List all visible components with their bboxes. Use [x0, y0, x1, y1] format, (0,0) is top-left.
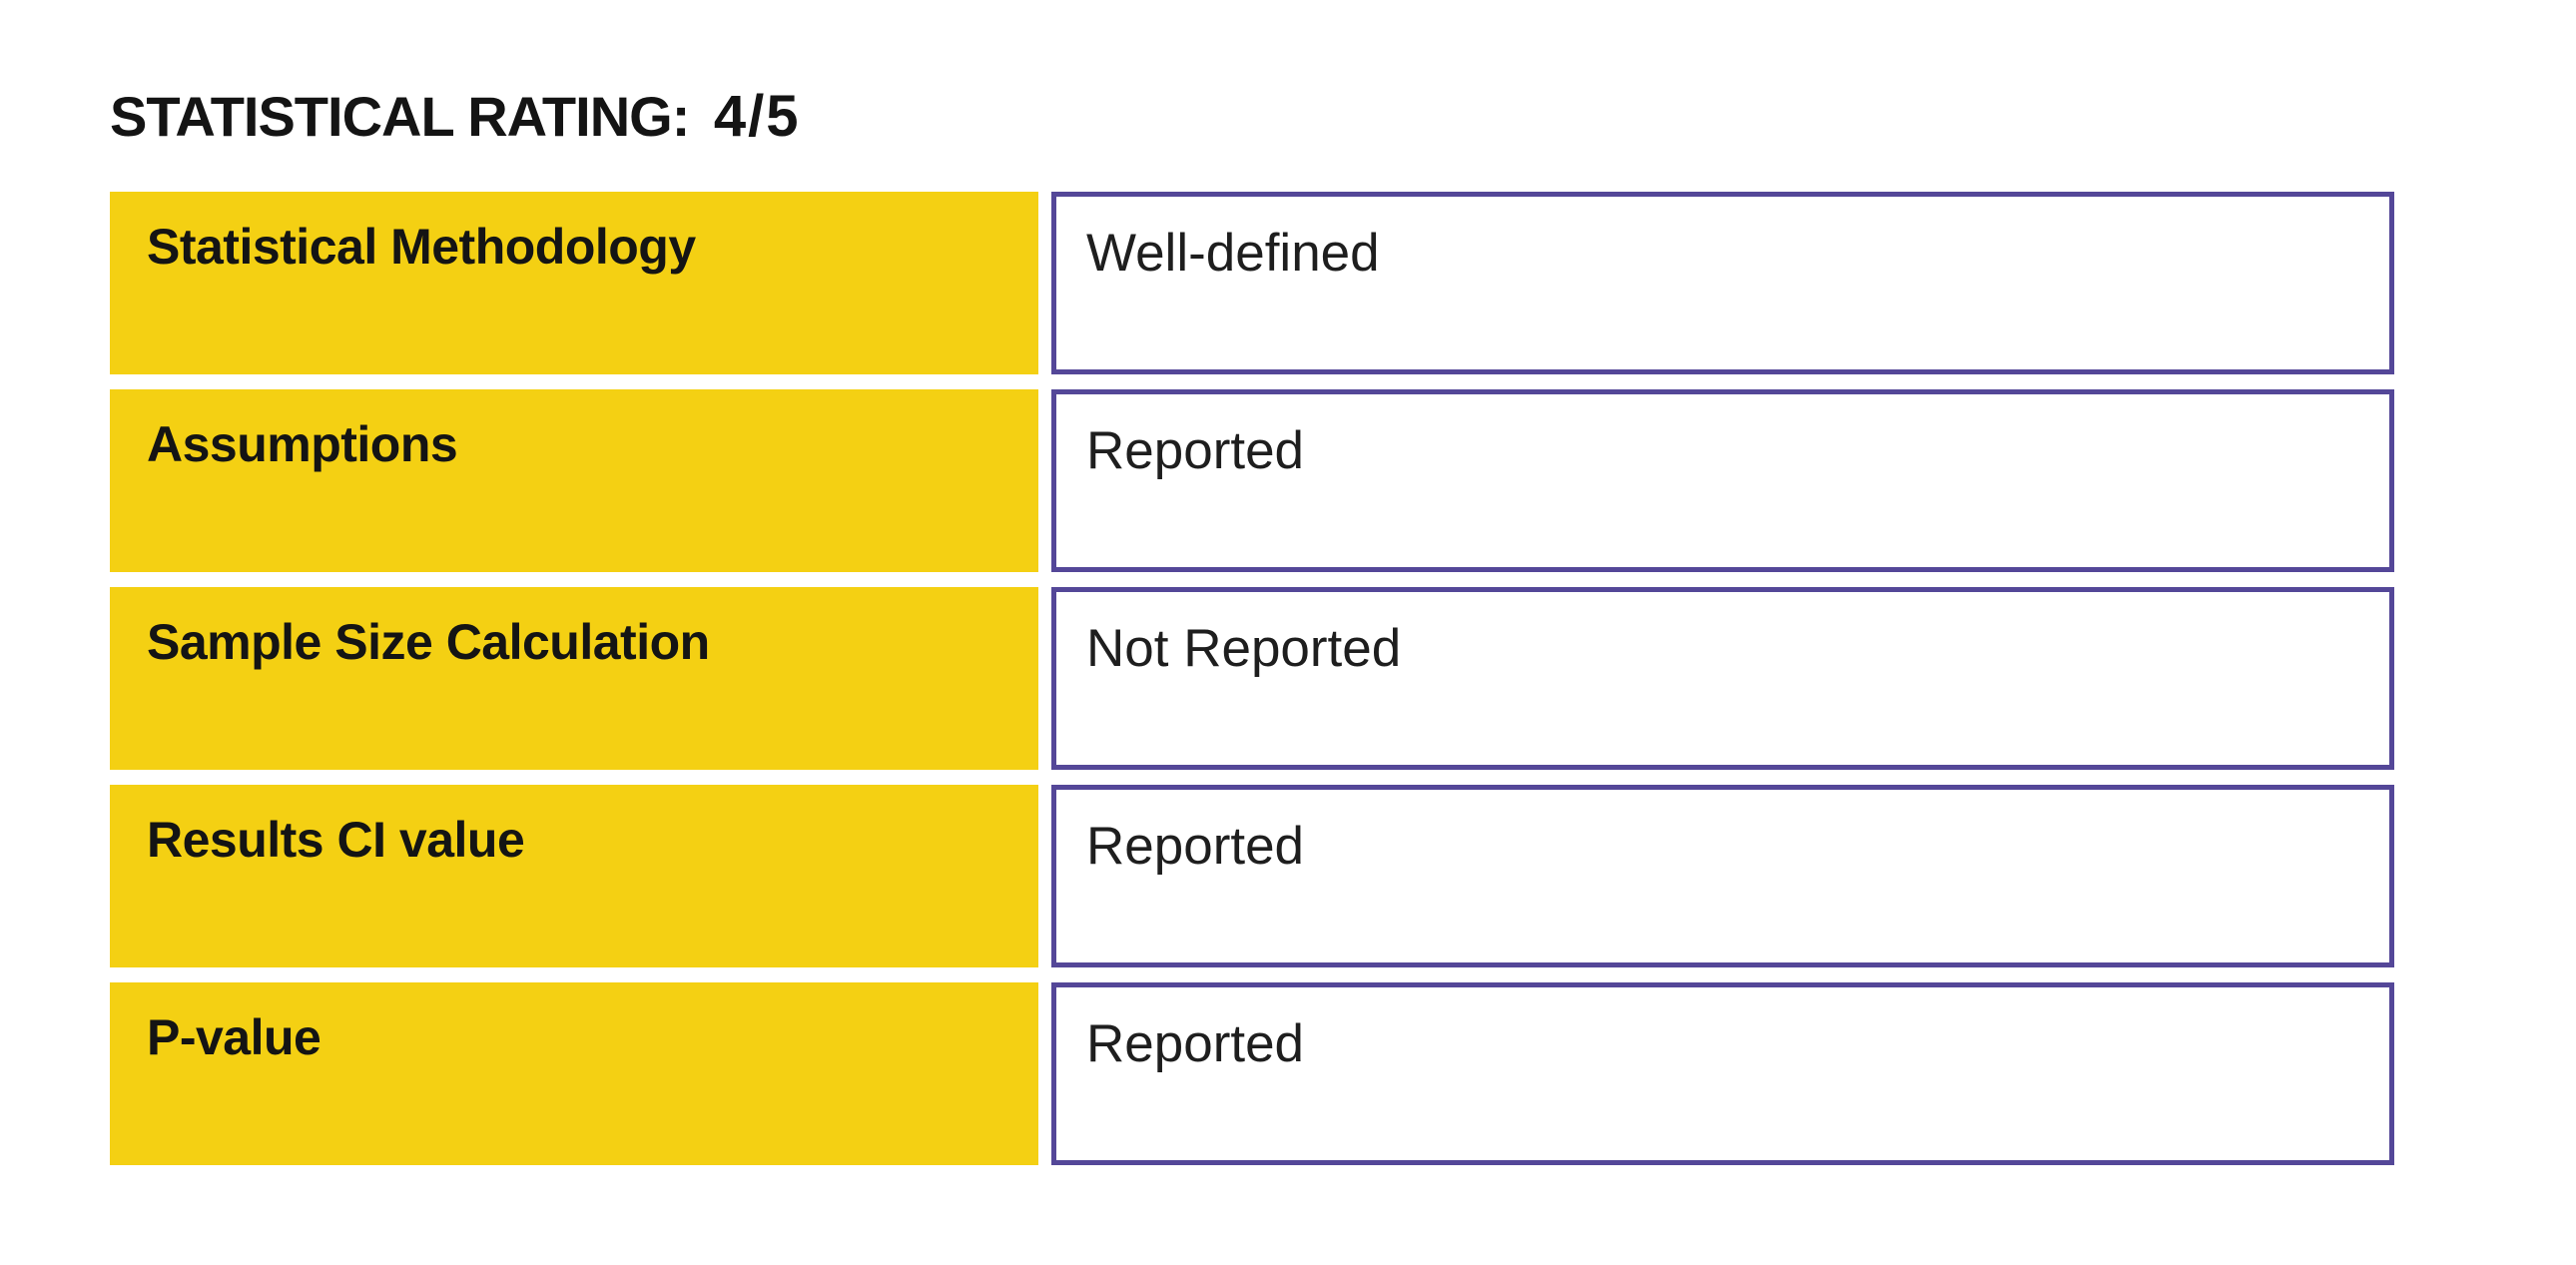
page-title: STATISTICAL RATING: 4/5 — [110, 88, 2394, 146]
row-label-sample-size-calculation: Sample Size Calculation — [110, 587, 1038, 770]
rating-label: STATISTICAL RATING: — [110, 85, 690, 148]
row-label-results-ci-value: Results CI value — [110, 785, 1038, 967]
rating-value: 4/5 — [713, 84, 801, 149]
row-value-statistical-methodology: Well-defined — [1051, 192, 2394, 374]
table-row: Assumptions Reported — [110, 389, 2394, 572]
table-row: Statistical Methodology Well-defined — [110, 192, 2394, 374]
row-value-p-value: Reported — [1051, 982, 2394, 1165]
table-row: P-value Reported — [110, 982, 2394, 1165]
rating-table: Statistical Methodology Well-defined Ass… — [110, 192, 2394, 1165]
table-row: Sample Size Calculation Not Reported — [110, 587, 2394, 770]
row-label-statistical-methodology: Statistical Methodology — [110, 192, 1038, 374]
row-value-sample-size-calculation: Not Reported — [1051, 587, 2394, 770]
rating-report: STATISTICAL RATING: 4/5 Statistical Meth… — [110, 88, 2394, 1165]
table-row: Results CI value Reported — [110, 785, 2394, 967]
row-label-p-value: P-value — [110, 982, 1038, 1165]
row-value-assumptions: Reported — [1051, 389, 2394, 572]
row-value-results-ci-value: Reported — [1051, 785, 2394, 967]
row-label-assumptions: Assumptions — [110, 389, 1038, 572]
